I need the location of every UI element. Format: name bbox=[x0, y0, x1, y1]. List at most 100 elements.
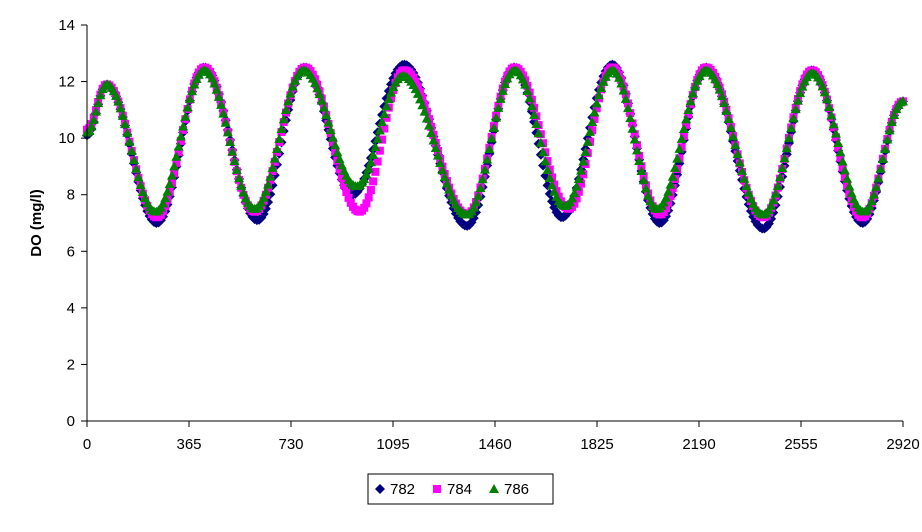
data-point bbox=[435, 157, 446, 167]
data-point bbox=[692, 75, 703, 85]
data-point bbox=[416, 87, 425, 96]
data-point bbox=[522, 85, 533, 95]
data-point bbox=[274, 133, 285, 143]
data-point bbox=[278, 114, 289, 124]
data-point bbox=[721, 105, 732, 115]
data-point bbox=[276, 124, 287, 134]
data-point bbox=[572, 194, 581, 203]
data-point bbox=[623, 103, 634, 113]
data-point bbox=[328, 138, 337, 147]
x-tick-label: 730 bbox=[278, 436, 303, 453]
data-point bbox=[585, 126, 596, 136]
data-point bbox=[598, 76, 609, 86]
data-point bbox=[524, 93, 535, 103]
data-point bbox=[772, 180, 783, 190]
data-point bbox=[533, 128, 544, 138]
data-point bbox=[538, 147, 549, 157]
data-point bbox=[128, 154, 139, 164]
data-point bbox=[582, 136, 593, 146]
data-point bbox=[176, 137, 185, 146]
data-point bbox=[768, 195, 779, 205]
data-point bbox=[378, 135, 387, 144]
data-point bbox=[269, 153, 280, 163]
data-point bbox=[640, 183, 651, 193]
data-point bbox=[723, 114, 734, 124]
data-point bbox=[716, 91, 727, 101]
data-point bbox=[674, 143, 685, 153]
data-point bbox=[682, 120, 691, 129]
data-point bbox=[169, 161, 180, 171]
data-point bbox=[267, 162, 278, 172]
data-point bbox=[227, 146, 238, 156]
data-point bbox=[120, 119, 131, 129]
x-tick-label: 1095 bbox=[376, 436, 409, 453]
data-point bbox=[470, 197, 481, 207]
data-point bbox=[685, 96, 696, 106]
data-point bbox=[580, 146, 591, 156]
data-point bbox=[439, 172, 450, 182]
series-786 bbox=[82, 65, 908, 219]
data-point bbox=[732, 148, 743, 158]
data-point bbox=[189, 79, 200, 89]
data-point bbox=[419, 106, 430, 116]
data-point bbox=[332, 147, 343, 157]
data-point bbox=[113, 96, 124, 106]
data-point bbox=[535, 137, 546, 147]
data-point bbox=[342, 187, 351, 196]
data-point bbox=[790, 104, 801, 114]
data-point bbox=[838, 163, 847, 172]
data-point bbox=[544, 173, 555, 183]
data-point bbox=[864, 201, 875, 211]
data-point bbox=[234, 173, 245, 183]
data-point bbox=[661, 192, 672, 202]
data-point bbox=[263, 179, 274, 189]
data-point bbox=[428, 135, 439, 145]
data-point bbox=[484, 144, 495, 154]
data-point bbox=[174, 148, 183, 157]
data-point bbox=[115, 103, 126, 113]
data-point bbox=[236, 180, 247, 190]
data-point bbox=[175, 131, 186, 141]
data-point bbox=[770, 188, 781, 198]
data-point bbox=[272, 143, 283, 153]
data-point bbox=[285, 88, 296, 98]
data-point bbox=[380, 124, 389, 133]
data-point bbox=[417, 100, 428, 110]
data-point bbox=[569, 188, 580, 198]
data-point bbox=[167, 179, 176, 188]
legend-marker bbox=[489, 484, 499, 493]
data-point bbox=[171, 151, 182, 161]
data-point bbox=[737, 165, 748, 175]
data-point bbox=[873, 173, 884, 183]
data-point bbox=[126, 145, 137, 155]
data-point bbox=[868, 189, 879, 199]
data-point bbox=[486, 133, 497, 143]
data-point bbox=[360, 203, 369, 212]
data-point bbox=[88, 114, 99, 124]
data-point bbox=[213, 91, 224, 101]
data-point bbox=[630, 130, 639, 139]
data-point bbox=[638, 175, 649, 185]
data-point bbox=[840, 173, 849, 182]
data-point bbox=[886, 117, 897, 127]
data-point bbox=[364, 193, 373, 202]
data-point bbox=[665, 179, 676, 189]
data-point bbox=[618, 85, 629, 95]
data-point bbox=[672, 153, 683, 163]
data-point bbox=[124, 136, 135, 146]
data-point bbox=[211, 84, 222, 94]
data-point bbox=[591, 98, 602, 108]
data-point bbox=[833, 137, 844, 147]
data-point bbox=[898, 96, 908, 106]
data-point bbox=[413, 82, 422, 91]
data-point bbox=[316, 95, 327, 105]
legend-label: 782 bbox=[390, 481, 415, 498]
data-point bbox=[373, 157, 382, 166]
legend-label: 784 bbox=[447, 481, 472, 498]
data-point bbox=[280, 105, 291, 115]
y-tick-label: 10 bbox=[58, 130, 75, 147]
data-point bbox=[587, 116, 598, 126]
data-point bbox=[325, 125, 336, 135]
data-point bbox=[95, 90, 106, 100]
